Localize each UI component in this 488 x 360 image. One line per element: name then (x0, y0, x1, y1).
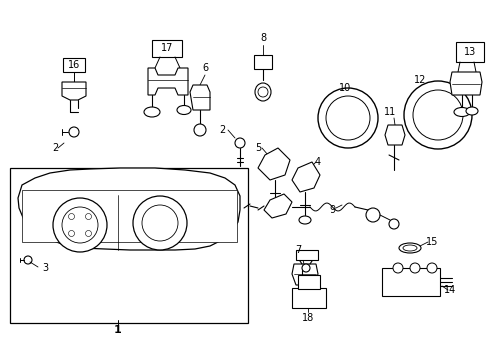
Polygon shape (190, 85, 209, 110)
Polygon shape (291, 162, 319, 192)
Bar (295, 250, 317, 260)
Text: 9: 9 (328, 205, 334, 215)
Circle shape (409, 263, 419, 273)
Ellipse shape (453, 108, 469, 117)
Ellipse shape (402, 245, 416, 251)
Circle shape (412, 90, 462, 140)
Ellipse shape (177, 105, 191, 114)
Text: 13: 13 (463, 47, 475, 57)
Bar (381, 268, 439, 296)
Ellipse shape (298, 216, 310, 224)
Circle shape (403, 81, 471, 149)
Text: 18: 18 (301, 313, 313, 323)
Circle shape (388, 219, 398, 229)
Polygon shape (449, 72, 481, 95)
Bar (22, 190, 237, 242)
Polygon shape (148, 68, 187, 95)
Bar (455, 42, 483, 62)
Circle shape (142, 205, 178, 241)
Text: 12: 12 (413, 75, 426, 85)
Text: 2: 2 (52, 143, 58, 153)
Circle shape (24, 256, 32, 264)
Circle shape (325, 96, 369, 140)
Text: 4: 4 (314, 157, 321, 167)
Text: 11: 11 (383, 107, 395, 117)
Circle shape (133, 196, 186, 250)
Polygon shape (384, 125, 404, 145)
Bar (152, 40, 182, 57)
Text: 17: 17 (161, 43, 173, 53)
Ellipse shape (465, 107, 477, 115)
Circle shape (302, 264, 309, 272)
Polygon shape (62, 82, 86, 100)
Circle shape (392, 263, 402, 273)
Text: 7: 7 (294, 245, 301, 255)
Circle shape (62, 207, 98, 243)
Bar (10, 168, 247, 323)
Circle shape (85, 213, 91, 220)
Polygon shape (18, 168, 240, 250)
Ellipse shape (254, 83, 270, 101)
Circle shape (69, 127, 79, 137)
Circle shape (53, 198, 107, 252)
Circle shape (68, 213, 74, 220)
Circle shape (68, 230, 74, 237)
Text: 14: 14 (443, 285, 455, 295)
Circle shape (317, 88, 377, 148)
Text: 2: 2 (219, 125, 224, 135)
Text: 1: 1 (114, 325, 122, 335)
Text: 16: 16 (68, 60, 80, 70)
Circle shape (85, 230, 91, 237)
Polygon shape (258, 148, 289, 180)
Circle shape (426, 263, 436, 273)
Bar (291, 288, 325, 308)
Circle shape (258, 87, 267, 97)
Text: 10: 10 (338, 83, 350, 93)
Ellipse shape (398, 243, 420, 253)
Bar (63, 58, 85, 72)
Text: 5: 5 (254, 143, 261, 153)
Bar (297, 275, 319, 289)
Text: 15: 15 (425, 237, 437, 247)
Text: 8: 8 (260, 33, 265, 43)
Circle shape (194, 124, 205, 136)
Circle shape (235, 138, 244, 148)
Bar (253, 55, 271, 69)
Polygon shape (291, 264, 317, 285)
Ellipse shape (143, 107, 160, 117)
Ellipse shape (268, 203, 281, 211)
Text: 6: 6 (202, 63, 207, 73)
Circle shape (365, 208, 379, 222)
Text: 3: 3 (42, 263, 48, 273)
Polygon shape (264, 194, 291, 218)
